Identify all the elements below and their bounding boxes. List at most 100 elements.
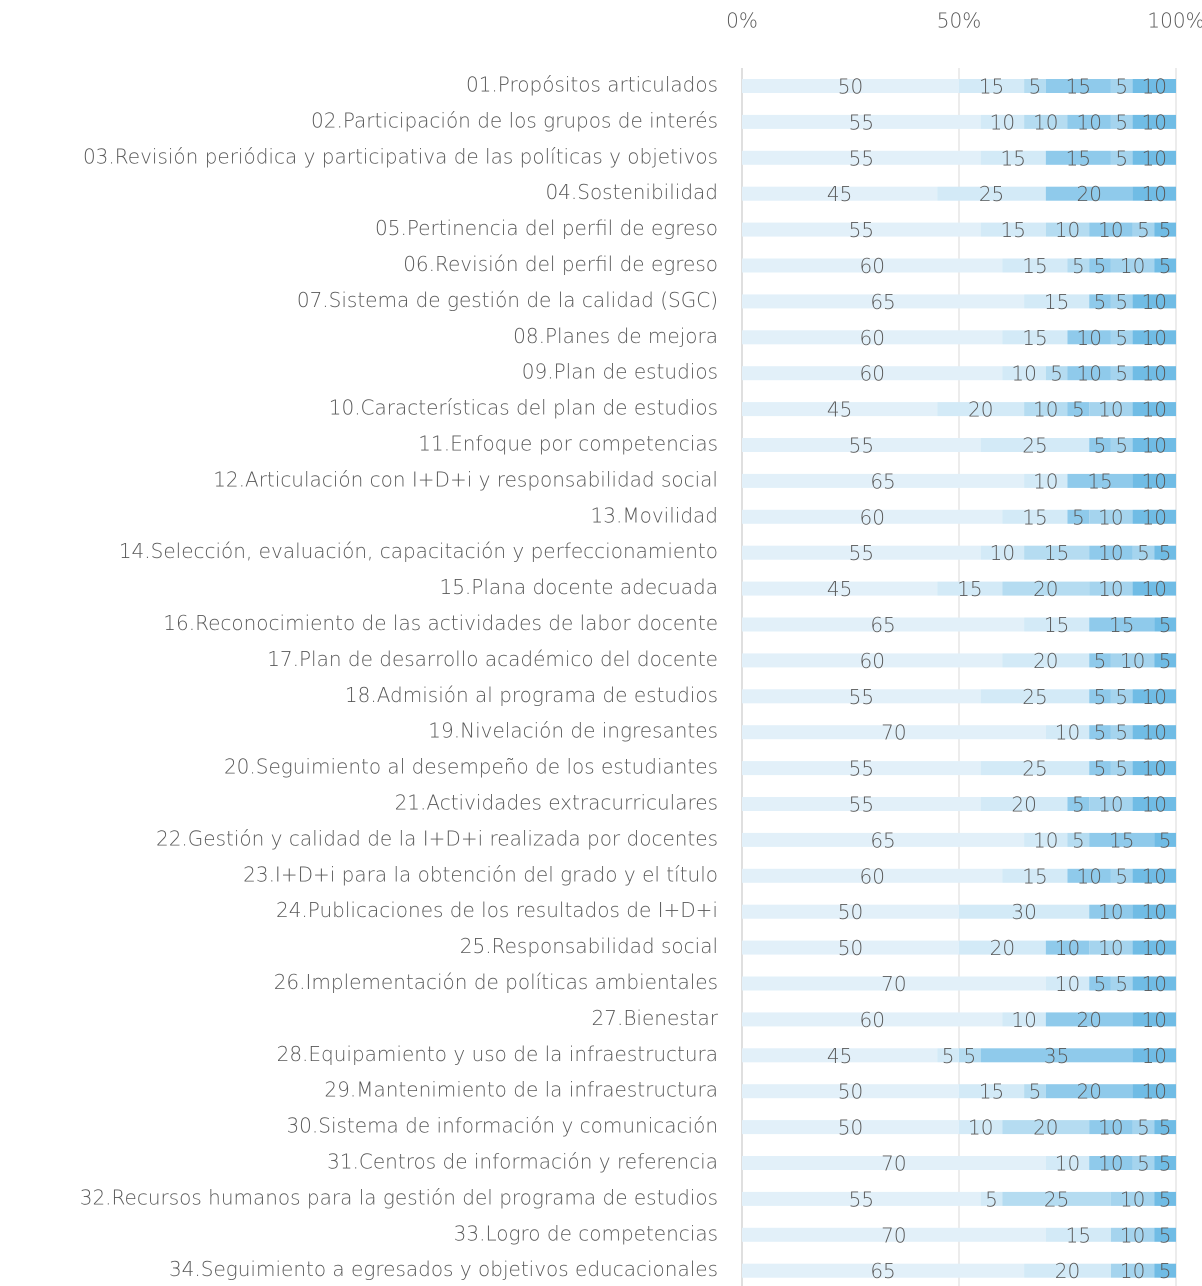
data-label: 5: [1072, 398, 1085, 422]
data-label: 25: [979, 182, 1004, 206]
category-label: 34.Seguimiento a egresados y objetivos e…: [169, 1257, 718, 1281]
bar-segment: [1110, 689, 1133, 704]
data-label: 25: [1022, 685, 1047, 709]
data-label: 5: [1159, 541, 1172, 565]
data-label: 5: [1115, 721, 1128, 745]
bar-segment: [1067, 330, 1111, 345]
data-label: 20: [1076, 1008, 1101, 1032]
data-label: 20: [1011, 793, 1036, 817]
bar-segment: [1132, 79, 1176, 93]
bar-segment: [959, 1084, 1025, 1099]
bar-segment: [1132, 509, 1176, 524]
data-label: 10: [1055, 1152, 1080, 1176]
bar-segment: [1132, 581, 1176, 596]
bar-segment: [980, 114, 1025, 129]
bar-segment: [1154, 653, 1176, 668]
bar-segment: [742, 904, 959, 919]
data-label: 10: [1142, 1044, 1167, 1068]
bar-segment: [1067, 473, 1133, 488]
data-label: 55: [849, 793, 874, 817]
bar-segment: [742, 473, 1025, 488]
bar-segment: [1024, 545, 1090, 560]
data-label: 5: [1094, 290, 1107, 314]
data-label: 5: [1094, 685, 1107, 709]
bar-segment: [980, 1048, 1133, 1063]
bar-segment: [1024, 402, 1068, 417]
data-label: 5: [1159, 649, 1172, 673]
bar-segment: [1132, 904, 1176, 919]
data-label: 10: [990, 110, 1015, 134]
data-label: 10: [1098, 793, 1123, 817]
data-label: 10: [990, 541, 1015, 565]
data-label: 10: [1098, 218, 1123, 242]
bar-segment: [1024, 1263, 1111, 1278]
category-label: 27.Bienestar: [592, 1006, 719, 1030]
data-label: 55: [849, 685, 874, 709]
data-label: 10: [1142, 362, 1167, 386]
data-label: 10: [1120, 254, 1145, 278]
data-label: 10: [1142, 685, 1167, 709]
data-label: 10: [1142, 864, 1167, 888]
bar-segment: [1132, 186, 1176, 201]
bar-segment: [1089, 904, 1133, 919]
bar-segment: [1154, 1191, 1176, 1206]
data-label: 55: [849, 1187, 874, 1211]
data-label: 5: [1115, 434, 1128, 458]
data-label: 10: [1055, 218, 1080, 242]
data-label: 55: [849, 541, 874, 565]
category-label: 31.Centros de información y referencia: [327, 1150, 718, 1174]
data-label: 25: [1022, 434, 1047, 458]
data-label: 70: [881, 721, 906, 745]
data-label: 5: [1115, 362, 1128, 386]
bar-segment: [937, 1048, 959, 1063]
bar-segment: [1024, 294, 1090, 309]
bar-segment: [742, 1084, 959, 1099]
data-label: 5: [985, 1187, 998, 1211]
bar-segment: [1045, 150, 1111, 165]
data-label: 10: [1098, 1152, 1123, 1176]
bar-segment: [1132, 725, 1176, 740]
category-label: 29.Mantenimiento de la infraestructura: [324, 1078, 718, 1102]
data-label: 55: [849, 146, 874, 170]
bar-segment: [1089, 797, 1133, 811]
data-label: 10: [1142, 721, 1167, 745]
bar-segment: [1110, 114, 1133, 129]
data-label: 5: [1115, 864, 1128, 888]
category-label: 10.Características del plan de estudios: [329, 396, 718, 420]
bar-segment: [742, 761, 981, 776]
bar-segment: [937, 581, 1003, 596]
data-label: 65: [870, 613, 895, 637]
category-label: 24.Publicaciones de los resultados de I+…: [276, 898, 718, 922]
data-label: 5: [1159, 254, 1172, 278]
bar-segment: [742, 294, 1025, 309]
bar-segment: [1067, 114, 1111, 129]
bar-segment: [1132, 545, 1155, 560]
bar-segment: [980, 797, 1068, 811]
category-label: 28.Equipamiento y uso de la infraestruct…: [277, 1042, 718, 1066]
bar-segment: [1132, 1084, 1176, 1099]
data-label: 65: [870, 290, 895, 314]
data-label: 10: [1033, 469, 1058, 493]
data-label: 35: [1044, 1044, 1069, 1068]
bar-segment: [1132, 294, 1176, 309]
bar-segment: [1002, 330, 1068, 345]
category-label: 12.Articulación con I+D+i y responsabili…: [213, 467, 718, 491]
data-label: 50: [838, 1080, 863, 1104]
data-label: 20: [1055, 1259, 1080, 1283]
bar-segment: [1045, 1084, 1133, 1099]
data-label: 5: [1094, 972, 1107, 996]
category-label: 09.Plan de estudios: [522, 360, 718, 384]
data-label: 10: [1076, 326, 1101, 350]
bar-segment: [1132, 1120, 1155, 1135]
data-label: 10: [1098, 398, 1123, 422]
bar-segment: [1110, 761, 1133, 776]
data-label: 10: [1142, 146, 1167, 170]
bar-segment: [1089, 653, 1111, 668]
bar-segment: [1089, 581, 1133, 596]
category-label: 05.Pertinencia del perfil de egreso: [375, 216, 718, 240]
data-label: 55: [849, 110, 874, 134]
category-label: 21.Actividades extracurriculares: [395, 791, 718, 815]
bar-segment: [1110, 1263, 1155, 1278]
data-label: 15: [1001, 218, 1026, 242]
